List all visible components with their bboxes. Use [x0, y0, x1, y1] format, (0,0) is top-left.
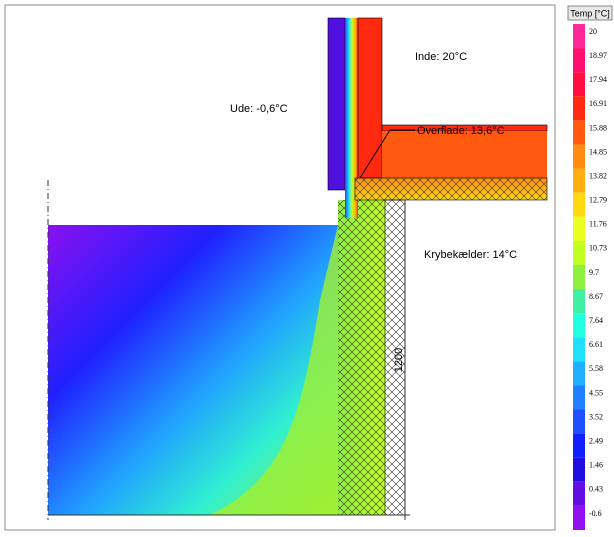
legend-swatch [573, 169, 585, 193]
legend-label: 18.97 [589, 51, 607, 60]
legend-swatch [573, 217, 585, 241]
legend: 20 18.97 17.94 16.91 15.88 14.85 13.82 12.79 11.… [573, 24, 607, 530]
legend-label: 2.49 [589, 436, 603, 445]
legend-swatch [573, 482, 585, 506]
legend-label: 5.58 [589, 364, 603, 373]
legend-swatch [573, 265, 585, 289]
screenshot: Inde: 20°C Ude: -0,6°C Overflade: 13,6°C… [0, 0, 614, 537]
inside-label: Inde: 20°C [415, 51, 467, 63]
legend-label: 20 [589, 27, 597, 36]
floor-layer [382, 131, 547, 178]
legend-swatch [573, 506, 585, 530]
floor-hatch [355, 178, 547, 200]
legend-swatch [573, 410, 585, 434]
legend-swatch [573, 96, 585, 120]
legend-label: 13.82 [589, 171, 607, 180]
legend-swatch [573, 434, 585, 458]
legend-swatch [573, 193, 585, 217]
legend-label: 14.85 [589, 147, 607, 156]
legend-label: 15.88 [589, 123, 607, 132]
legend-label: -0.6 [589, 509, 602, 518]
legend-label: 16.91 [589, 99, 607, 108]
legend-swatch [573, 337, 585, 361]
legend-label: 8.67 [589, 292, 603, 301]
legend-label: 1.46 [589, 461, 603, 470]
legend-swatch [573, 289, 585, 313]
legend-swatch [573, 458, 585, 482]
surface-label: Overflade: 13,6°C [417, 125, 505, 137]
legend-swatch [573, 48, 585, 72]
dimension-label: 1200 [393, 348, 405, 372]
outer-cladding [328, 18, 345, 190]
foundation-hatch [338, 200, 385, 515]
legend-label: 4.55 [589, 388, 603, 397]
legend-title: Temp [°C] [570, 8, 610, 18]
legend-swatch [573, 241, 585, 265]
legend-swatch [573, 24, 585, 48]
inner-wall [358, 18, 382, 178]
legend-swatch [573, 361, 585, 385]
legend-label: 10.73 [589, 244, 607, 253]
legend-label: 17.94 [589, 75, 607, 84]
legend-label: 7.64 [589, 316, 603, 325]
legend-swatch [573, 144, 585, 168]
legend-swatch [573, 72, 585, 96]
outside-label: Ude: -0,6°C [230, 103, 288, 115]
crawlspace-label: Krybekælder: 14°C [424, 249, 517, 261]
legend-swatch [573, 313, 585, 337]
legend-swatch [573, 120, 585, 144]
legend-label: 12.79 [589, 196, 607, 205]
legend-swatch [573, 385, 585, 409]
legend-label: 9.7 [589, 268, 599, 277]
legend-label: 0.43 [589, 485, 603, 494]
legend-label: 11.76 [589, 220, 607, 229]
legend-label: 6.61 [589, 340, 603, 349]
legend-label: 3.52 [589, 412, 603, 421]
